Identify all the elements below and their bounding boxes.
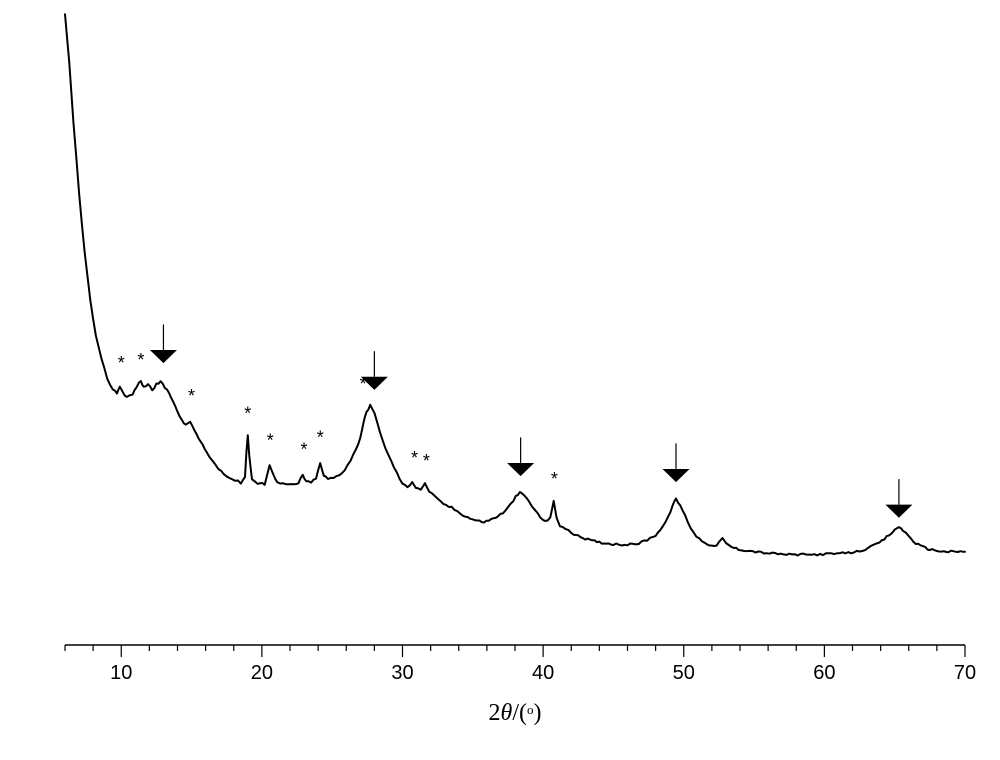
peak-star-marker: * <box>551 469 558 489</box>
peak-star-marker: * <box>267 430 274 450</box>
x-axis-label: 2θ/(o) <box>489 700 542 726</box>
peak-star-marker: * <box>423 451 430 471</box>
peak-star-marker: * <box>301 439 308 459</box>
x-tick-label: 30 <box>391 662 413 684</box>
x-tick-label: 10 <box>110 662 132 684</box>
peak-star-marker: * <box>317 427 324 447</box>
xrd-chart: 102030405060702θ/(o)*********** <box>0 0 1000 760</box>
x-tick-label: 60 <box>813 662 835 684</box>
peak-star-marker: * <box>411 448 418 468</box>
chart-bg <box>0 0 1000 760</box>
x-tick-label: 40 <box>532 662 554 684</box>
peak-star-marker: * <box>137 350 144 370</box>
peak-star-marker: * <box>188 386 195 406</box>
x-tick-label: 50 <box>673 662 695 684</box>
chart-svg: 102030405060702θ/(o)*********** <box>0 0 1000 760</box>
x-tick-label: 70 <box>954 662 976 684</box>
peak-star-marker: * <box>244 404 251 424</box>
peak-star-marker: * <box>118 353 125 373</box>
x-tick-label: 20 <box>251 662 273 684</box>
